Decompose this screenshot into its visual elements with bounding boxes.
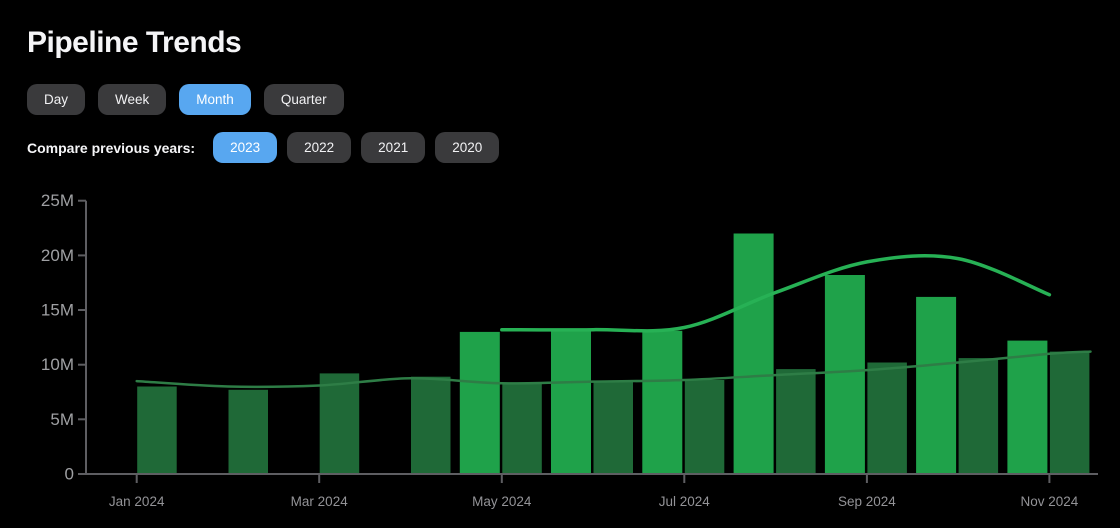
year-chip-2022[interactable]: 2022 [287, 132, 352, 163]
bar-comparison-5 [593, 381, 633, 473]
y-tick-label: 25M [41, 191, 74, 210]
pipeline-chart-svg: 0 5M 10M 15M 20M 25M Jan 2024 Mar 2024 May 2024 J… [41, 191, 1098, 509]
bar-comparison-1 [228, 389, 268, 473]
bar-current-8 [824, 275, 865, 473]
y-tick-label: 5M [50, 410, 74, 429]
period-tab-quarter[interactable]: Quarter [263, 84, 344, 115]
year-chip-2023[interactable]: 2023 [213, 132, 278, 163]
bar-comparison-7 [776, 369, 816, 473]
bar-comparison-8 [867, 362, 907, 473]
bar-current-5 [551, 330, 591, 473]
period-toggle-group: Day Week Month Quarter [27, 84, 344, 115]
y-tick-label: 15M [41, 301, 74, 320]
y-tick-label: 20M [41, 246, 74, 265]
page-title: Pipeline Trends [27, 26, 242, 59]
x-tick-label: Sep 2024 [838, 494, 896, 509]
bar-comparison-2 [319, 373, 360, 473]
bar-comparison-3 [411, 376, 451, 473]
bar-comparison-0 [137, 386, 177, 473]
bar-current-10 [1007, 340, 1048, 473]
year-chip-2021[interactable]: 2021 [361, 132, 426, 163]
compare-years-label: Compare previous years: [27, 139, 196, 156]
x-tick-label: Mar 2024 [291, 494, 349, 509]
bar-current-4 [459, 331, 500, 473]
period-tab-month[interactable]: Month [179, 84, 251, 115]
y-tick-label: 10M [41, 355, 74, 374]
bar-comparison-4 [502, 383, 542, 473]
bar-current-9 [916, 296, 957, 473]
y-tick-label: 0 [65, 465, 74, 484]
bar-current-7 [733, 233, 774, 473]
pipeline-chart: 0 5M 10M 15M 20M 25M Jan 2024 Mar 2024 May 2024 J… [0, 185, 1120, 528]
bar-comparison-10 [1049, 351, 1090, 473]
x-tick-label: Jul 2024 [659, 494, 711, 509]
period-tab-day[interactable]: Day [27, 84, 86, 115]
bar-comparison-6 [684, 380, 725, 473]
compare-years-group: Compare previous years: 2023 2022 2021 2… [27, 132, 500, 163]
year-chip-2020[interactable]: 2020 [435, 132, 500, 163]
x-tick-label: Nov 2024 [1021, 494, 1079, 509]
bar-comparison-9 [958, 358, 999, 473]
comparison-trend-line [135, 350, 1092, 389]
current-trend-line [500, 254, 1052, 333]
x-tick-label: Jan 2024 [109, 494, 165, 509]
period-tab-week[interactable]: Week [98, 84, 167, 115]
x-tick-label: May 2024 [472, 494, 532, 509]
bar-current-6 [642, 330, 683, 473]
